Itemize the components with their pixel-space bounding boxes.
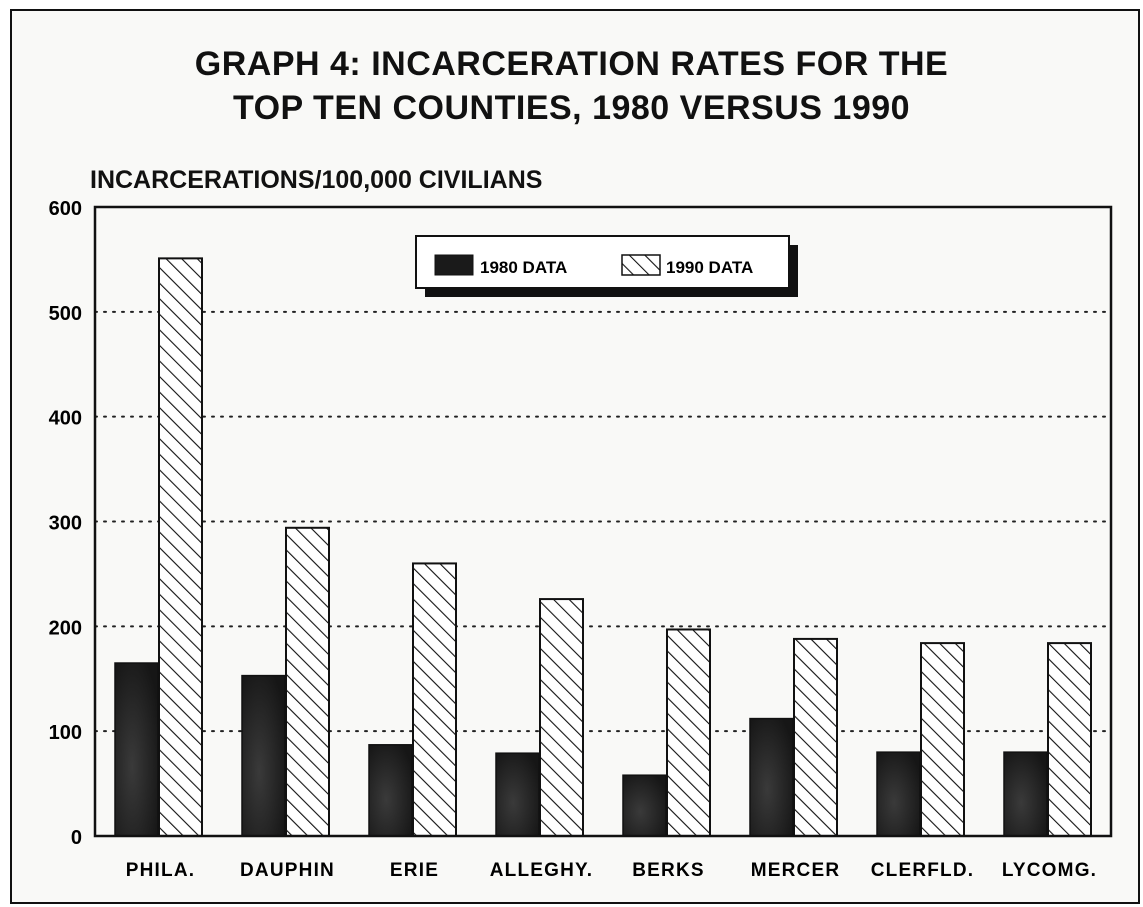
bar-1980-2 bbox=[368, 744, 413, 837]
chart-title-line-2: TOP TEN COUNTIES, 1980 VERSUS 1990 bbox=[232, 89, 911, 127]
chart-title: GRAPH 4: INCARCERATION RATES FOR THE TOP… bbox=[0, 42, 1143, 130]
legend-swatch-1980 bbox=[434, 254, 474, 276]
plot-area-border bbox=[93, 205, 1113, 838]
x-tick-label: PHILA. bbox=[126, 860, 195, 881]
y-tick-label: 0 bbox=[71, 827, 82, 849]
y-tick-label: 300 bbox=[49, 513, 82, 535]
y-axis-label: INCARCERATIONS/100,000 CIVILIANS bbox=[90, 166, 543, 194]
bar-1990-2 bbox=[412, 562, 457, 838]
y-tick-label: 200 bbox=[49, 617, 82, 639]
bar-1980-6 bbox=[876, 751, 921, 837]
bar-1990-0 bbox=[158, 257, 203, 837]
legend-label-1990: 1990 DATA bbox=[666, 258, 753, 277]
bar-1990-6 bbox=[920, 642, 965, 838]
bar-1990-7 bbox=[1047, 642, 1092, 838]
bar-1980-0 bbox=[114, 662, 159, 837]
bar-1990-5 bbox=[793, 637, 838, 837]
bar-1990-1 bbox=[285, 526, 330, 837]
legend-box bbox=[415, 235, 790, 289]
legend-label-1980: 1980 DATA bbox=[480, 258, 567, 277]
y-tick-label: 600 bbox=[49, 198, 82, 220]
chart-title-line-1: GRAPH 4: INCARCERATION RATES FOR THE bbox=[194, 45, 949, 83]
x-tick-label: DAUPHIN bbox=[240, 860, 335, 881]
bar-1980-1 bbox=[241, 674, 286, 837]
x-tick-label: BERKS bbox=[632, 860, 705, 881]
x-tick-label: ALLEGHY. bbox=[490, 860, 594, 881]
x-tick-label: ERIE bbox=[390, 860, 439, 881]
bar-1980-7 bbox=[1003, 751, 1048, 837]
bar-1980-4 bbox=[622, 774, 667, 837]
bar-1990-3 bbox=[539, 598, 584, 837]
bar-1980-5 bbox=[749, 717, 794, 837]
x-tick-label: MERCER bbox=[751, 860, 841, 881]
x-tick-label: CLERFLD. bbox=[871, 860, 975, 881]
x-tick-label: LYCOMG. bbox=[1002, 860, 1097, 881]
bar-1980-3 bbox=[495, 752, 540, 837]
y-tick-label: 400 bbox=[49, 408, 82, 430]
bar-1990-4 bbox=[666, 628, 711, 837]
y-tick-label: 500 bbox=[49, 303, 82, 325]
legend-swatch-1990 bbox=[621, 254, 661, 276]
y-tick-label: 100 bbox=[49, 722, 82, 744]
